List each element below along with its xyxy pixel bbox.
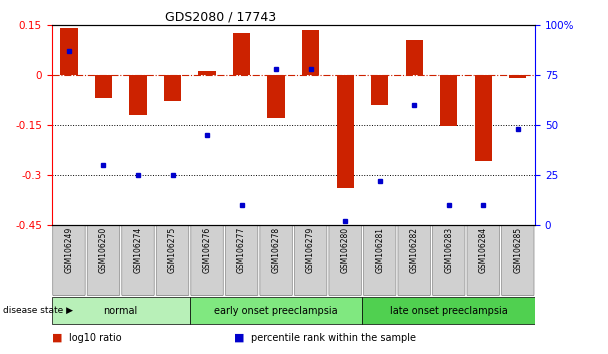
Text: percentile rank within the sample: percentile rank within the sample	[251, 333, 416, 343]
FancyBboxPatch shape	[294, 225, 327, 296]
Text: GSM106283: GSM106283	[444, 227, 453, 273]
FancyBboxPatch shape	[398, 225, 430, 296]
Bar	[440, 75, 457, 126]
FancyBboxPatch shape	[122, 225, 154, 296]
Text: GSM106279: GSM106279	[306, 227, 315, 273]
FancyBboxPatch shape	[364, 225, 396, 296]
Bar	[130, 75, 147, 115]
Bar	[95, 75, 112, 98]
Text: early onset preeclampsia: early onset preeclampsia	[214, 306, 338, 316]
Text: late onset preeclampsia: late onset preeclampsia	[390, 306, 508, 316]
Text: GSM106277: GSM106277	[237, 227, 246, 273]
Bar	[198, 72, 216, 75]
Bar	[233, 33, 250, 75]
Text: disease state ▶: disease state ▶	[3, 306, 73, 315]
FancyBboxPatch shape	[53, 225, 85, 296]
Text: GSM106275: GSM106275	[168, 227, 177, 273]
Text: GSM106285: GSM106285	[513, 227, 522, 273]
Text: ■: ■	[52, 333, 62, 343]
Bar	[268, 75, 285, 118]
Bar	[475, 75, 492, 161]
FancyBboxPatch shape	[362, 297, 535, 324]
FancyBboxPatch shape	[432, 225, 465, 296]
FancyBboxPatch shape	[329, 225, 361, 296]
Text: ■: ■	[234, 333, 244, 343]
FancyBboxPatch shape	[190, 297, 362, 324]
FancyBboxPatch shape	[467, 225, 500, 296]
Bar	[509, 75, 527, 78]
FancyBboxPatch shape	[191, 225, 223, 296]
FancyBboxPatch shape	[260, 225, 292, 296]
Text: GSM106276: GSM106276	[202, 227, 212, 273]
Bar	[336, 75, 354, 188]
Text: normal: normal	[103, 306, 138, 316]
Text: GSM106274: GSM106274	[134, 227, 142, 273]
Bar	[371, 75, 389, 105]
Text: GSM106278: GSM106278	[272, 227, 281, 273]
Title: GDS2080 / 17743: GDS2080 / 17743	[165, 11, 277, 24]
Bar	[302, 30, 319, 75]
Bar	[406, 40, 423, 75]
Text: GSM106284: GSM106284	[478, 227, 488, 273]
Bar	[60, 28, 78, 75]
Text: GSM106249: GSM106249	[64, 227, 74, 273]
Text: GSM106280: GSM106280	[340, 227, 350, 273]
Bar	[164, 75, 181, 102]
FancyBboxPatch shape	[502, 225, 534, 296]
Text: GSM106282: GSM106282	[410, 227, 419, 273]
FancyBboxPatch shape	[52, 297, 190, 324]
Text: GSM106250: GSM106250	[99, 227, 108, 273]
Text: GSM106281: GSM106281	[375, 227, 384, 273]
Text: log10 ratio: log10 ratio	[69, 333, 122, 343]
FancyBboxPatch shape	[226, 225, 258, 296]
FancyBboxPatch shape	[87, 225, 120, 296]
FancyBboxPatch shape	[156, 225, 188, 296]
